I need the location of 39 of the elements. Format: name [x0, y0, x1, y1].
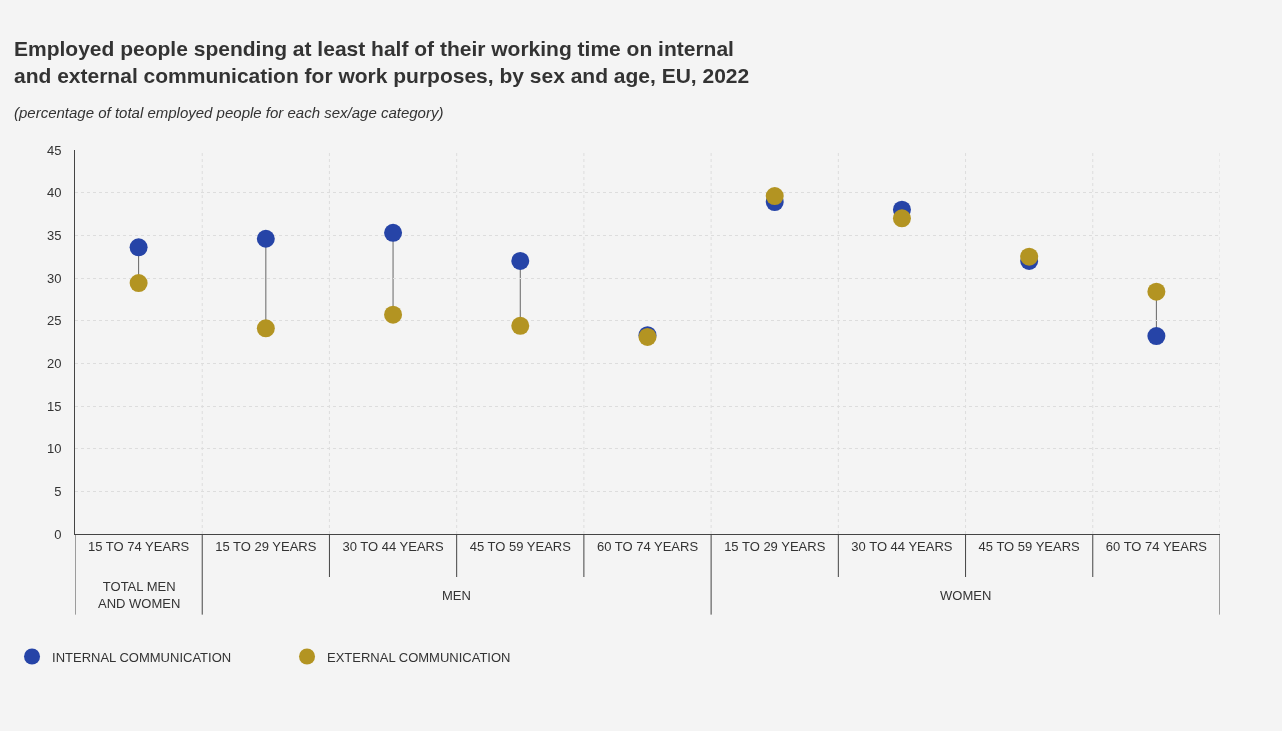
y-tick-label: 45 [46, 142, 62, 158]
x-tick-label: 15 TO 29 YEARS [724, 538, 826, 554]
y-tick-label: 25 [46, 313, 62, 329]
legend-label: EXTERNAL COMMUNICATION [327, 649, 511, 665]
text: WOMEN [940, 588, 992, 603]
chart-subtitle: (percentage of total employed people for each sex/age category) [14, 104, 444, 121]
x-tick-label: 60 TO 74 YEARS [596, 538, 699, 554]
text: TOTAL MEN AND WOMEN [98, 579, 181, 611]
x-tick-label: 30 TO 44 YEARS [342, 538, 444, 554]
y-tick-label: 5 [54, 483, 62, 499]
legend-label: INTERNAL COMMUNICATION [52, 649, 232, 665]
point [1147, 282, 1166, 301]
point [384, 223, 403, 242]
point [511, 251, 530, 270]
point [511, 316, 530, 335]
y-tick-label: 15 [46, 398, 62, 414]
point [256, 319, 275, 338]
y-tick-label: 0 [54, 526, 62, 542]
x-tick-label: 15 TO 74 YEARS [88, 538, 190, 554]
y-tick-label: 35 [46, 227, 62, 243]
point [892, 209, 911, 228]
x-tick-label: 60 TO 74 YEARS [1105, 538, 1208, 554]
x-tick-label: 45 TO 59 YEARS [978, 538, 1081, 554]
point [1020, 247, 1039, 266]
y-tick-label: 10 [46, 441, 62, 457]
x-tick-label: 45 TO 59 YEARS [469, 538, 572, 554]
point [256, 229, 275, 248]
x-tick-label: 30 TO 44 YEARS [851, 538, 953, 554]
point [129, 274, 148, 293]
point [384, 305, 403, 324]
y-tick-label: 40 [46, 185, 62, 201]
point [1147, 327, 1166, 346]
x-tick-label: 15 TO 29 YEARS [215, 538, 317, 554]
y-tick-label: 20 [46, 355, 62, 371]
point [765, 187, 784, 206]
point [129, 238, 148, 257]
chart-title: Employed people spending at least half of their working time on internal and external communication for work purposes, by sex and age, EU, 2022 [14, 37, 750, 88]
y-tick-label: 30 [46, 270, 62, 286]
text: MEN [442, 588, 471, 603]
